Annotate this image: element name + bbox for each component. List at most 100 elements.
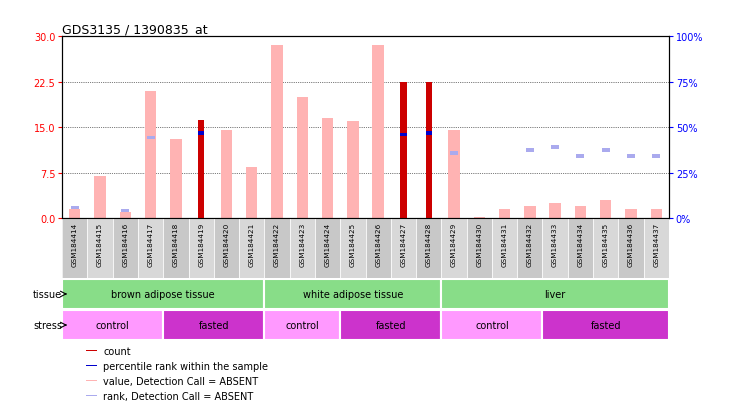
Bar (652, 155, 660, 158)
Text: stress: stress (33, 320, 62, 330)
Bar (627, 155, 635, 158)
Bar (401, 83, 406, 219)
Bar (401, 134, 406, 137)
Bar (145, 92, 156, 219)
Text: GSM184437: GSM184437 (654, 222, 659, 266)
Bar (322, 119, 333, 219)
Bar (643, 219, 669, 279)
Text: GSM184420: GSM184420 (224, 222, 230, 266)
Text: GSM184435: GSM184435 (602, 222, 609, 266)
Text: tissue: tissue (33, 289, 62, 299)
Text: GDS3135 / 1390835_at: GDS3135 / 1390835_at (62, 23, 208, 36)
Text: GSM184430: GSM184430 (477, 222, 482, 266)
Text: GSM184433: GSM184433 (552, 222, 558, 266)
Text: liver: liver (545, 289, 566, 299)
Bar (450, 152, 458, 155)
Text: GSM184424: GSM184424 (325, 222, 330, 266)
Text: GSM184419: GSM184419 (198, 222, 204, 266)
Bar (347, 122, 358, 219)
Bar (163, 311, 265, 340)
Bar (499, 210, 510, 219)
Bar (94, 176, 106, 219)
Bar (62, 280, 265, 309)
Bar (221, 131, 232, 219)
Text: brown adipose tissue: brown adipose tissue (111, 289, 215, 299)
Bar (442, 311, 542, 340)
Bar (593, 219, 618, 279)
Text: GSM184423: GSM184423 (299, 222, 306, 266)
Bar (71, 206, 79, 210)
Bar (265, 311, 340, 340)
Bar (416, 219, 442, 279)
Text: count: count (103, 346, 131, 356)
Text: GSM184425: GSM184425 (350, 222, 356, 266)
Bar (147, 137, 154, 140)
Text: GSM184415: GSM184415 (97, 222, 103, 266)
Text: control: control (285, 320, 319, 330)
Text: GSM184431: GSM184431 (501, 222, 507, 266)
Bar (86, 366, 97, 367)
Bar (86, 395, 97, 396)
Bar (189, 219, 213, 279)
Text: percentile rank within the sample: percentile rank within the sample (103, 361, 268, 371)
Text: GSM184416: GSM184416 (122, 222, 129, 266)
Bar (568, 219, 593, 279)
Bar (492, 219, 518, 279)
Bar (373, 46, 384, 219)
Bar (526, 149, 534, 152)
Text: GSM184421: GSM184421 (249, 222, 254, 266)
Text: fasted: fasted (591, 320, 621, 330)
Bar (86, 380, 97, 382)
Bar (246, 167, 257, 219)
Bar (62, 311, 163, 340)
Bar (213, 219, 239, 279)
Bar (163, 219, 189, 279)
Bar (551, 146, 559, 149)
Bar (425, 83, 432, 219)
Bar (618, 219, 643, 279)
Bar (391, 219, 416, 279)
Bar (448, 131, 460, 219)
Bar (366, 219, 391, 279)
Bar (518, 219, 542, 279)
Bar (442, 219, 466, 279)
Bar (524, 207, 536, 219)
Bar (297, 98, 308, 219)
Bar (170, 140, 181, 219)
Bar (425, 132, 432, 135)
Text: rank, Detection Call = ABSENT: rank, Detection Call = ABSENT (103, 391, 254, 401)
Bar (602, 149, 610, 152)
Bar (466, 219, 492, 279)
Bar (542, 311, 669, 340)
Bar (474, 217, 485, 219)
Text: GSM184418: GSM184418 (173, 222, 179, 266)
Bar (265, 280, 442, 309)
Bar (442, 280, 669, 309)
Text: GSM184432: GSM184432 (527, 222, 533, 266)
Text: control: control (475, 320, 509, 330)
Text: GSM184434: GSM184434 (577, 222, 583, 266)
Text: GSM184417: GSM184417 (148, 222, 154, 266)
Bar (600, 201, 611, 219)
Text: fasted: fasted (376, 320, 406, 330)
Bar (271, 46, 283, 219)
Bar (121, 209, 129, 213)
Text: GSM184436: GSM184436 (628, 222, 634, 266)
Text: GSM184414: GSM184414 (72, 222, 77, 266)
Text: control: control (96, 320, 129, 330)
Bar (265, 219, 289, 279)
Bar (62, 219, 88, 279)
Bar (625, 210, 637, 219)
Text: GSM184426: GSM184426 (375, 222, 381, 266)
Text: white adipose tissue: white adipose tissue (303, 289, 403, 299)
Bar (120, 213, 131, 219)
Bar (239, 219, 265, 279)
Bar (340, 311, 442, 340)
Bar (550, 204, 561, 219)
Text: GSM184429: GSM184429 (451, 222, 457, 266)
Bar (86, 350, 97, 351)
Bar (315, 219, 340, 279)
Text: fasted: fasted (199, 320, 229, 330)
Bar (575, 207, 586, 219)
Text: GSM184422: GSM184422 (274, 222, 280, 266)
